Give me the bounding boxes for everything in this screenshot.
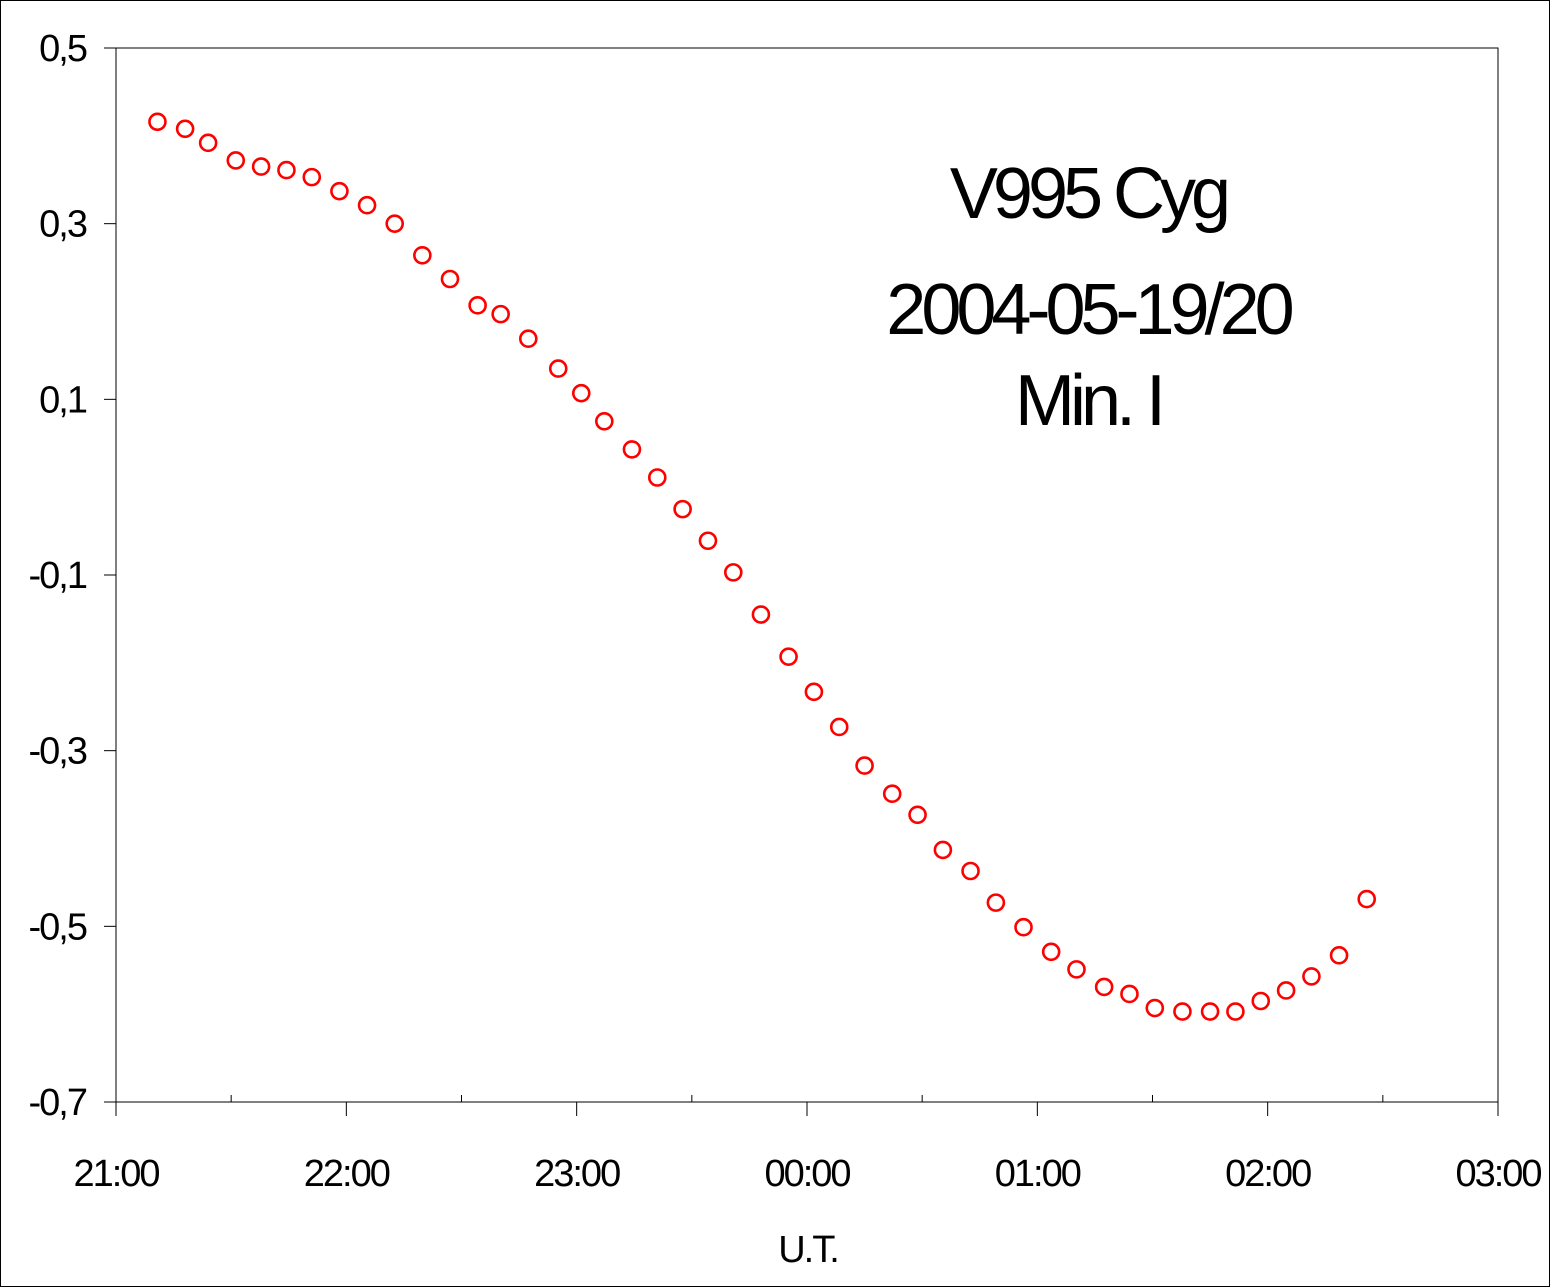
y-tick-label: 0,1 <box>39 379 87 421</box>
data-point <box>226 151 246 170</box>
data-point <box>804 682 824 702</box>
data-point <box>1120 984 1139 1004</box>
data-point <box>1226 1002 1245 1021</box>
data-point <box>595 411 614 431</box>
x-tick-label: 01:00 <box>995 1153 1081 1195</box>
data-point <box>882 784 902 804</box>
data-point <box>698 531 718 551</box>
data-point <box>148 112 167 132</box>
data-point <box>251 157 271 176</box>
y-tick-label: 0,5 <box>39 28 87 70</box>
x-tick-label: 03:00 <box>1455 1153 1541 1195</box>
x-axis-label: U.T. <box>778 1229 838 1271</box>
data-point <box>440 269 460 289</box>
x-axis: 21:00 22:00 23:00 00:00 01:00 02:00 03:00 <box>73 1095 1543 1195</box>
data-point <box>491 304 510 324</box>
data-point <box>986 893 1006 912</box>
data-point <box>673 499 692 519</box>
data-point <box>413 245 432 265</box>
data-point <box>1200 1002 1220 1021</box>
y-tick-label: -0,3 <box>29 731 87 773</box>
data-point <box>1014 917 1033 937</box>
data-point <box>1251 991 1271 1011</box>
x-tick-label: 22:00 <box>304 1153 390 1195</box>
data-point <box>829 717 849 737</box>
y-axis: 0,5 0,3 0,1 -0,1 -0,3 -0,5 -0,7 <box>29 28 116 1124</box>
annotation-line-3: Min. I <box>1015 361 1161 441</box>
data-points <box>148 112 1377 1021</box>
x-tick-label: 21:00 <box>73 1153 159 1195</box>
data-point <box>385 214 405 233</box>
y-tick-label: -0,7 <box>29 1082 87 1124</box>
data-point <box>855 756 874 775</box>
data-point <box>302 167 322 187</box>
data-point <box>1094 977 1114 997</box>
data-point <box>198 133 218 153</box>
data-point <box>751 605 771 624</box>
annotation-line-1: V995 Cyg <box>950 154 1227 234</box>
plot-area <box>115 47 1499 1103</box>
data-point <box>175 119 195 139</box>
y-tick-label: -0,1 <box>29 555 87 597</box>
data-point <box>1329 946 1349 965</box>
data-point <box>357 195 377 215</box>
data-point <box>571 383 591 403</box>
data-point <box>647 468 667 487</box>
x-tick-label: 02:00 <box>1225 1153 1311 1195</box>
data-point <box>518 329 538 349</box>
data-point <box>330 181 349 201</box>
data-point <box>1041 942 1061 962</box>
data-point <box>622 440 642 459</box>
x-tick-label: 23:00 <box>534 1153 620 1195</box>
data-point <box>1145 998 1165 1018</box>
y-tick-label: -0,5 <box>29 906 87 948</box>
data-point <box>1173 1002 1192 1021</box>
data-point <box>1276 981 1296 1000</box>
data-point <box>961 861 980 881</box>
data-point <box>779 647 798 666</box>
data-point <box>1067 960 1086 979</box>
data-point <box>933 840 953 860</box>
data-point <box>908 805 927 825</box>
y-tick-label: 0,3 <box>39 204 87 246</box>
data-point <box>1302 967 1321 986</box>
x-tick-label: 00:00 <box>764 1153 850 1195</box>
data-point <box>548 359 568 378</box>
data-point <box>277 160 296 180</box>
data-point <box>468 296 487 315</box>
data-point <box>1357 889 1377 909</box>
data-point <box>723 563 743 582</box>
annotation-line-2: 2004-05-19/20 <box>886 270 1292 350</box>
chart-annotation: V995 Cyg 2004-05-19/20 Min. I <box>886 154 1297 441</box>
